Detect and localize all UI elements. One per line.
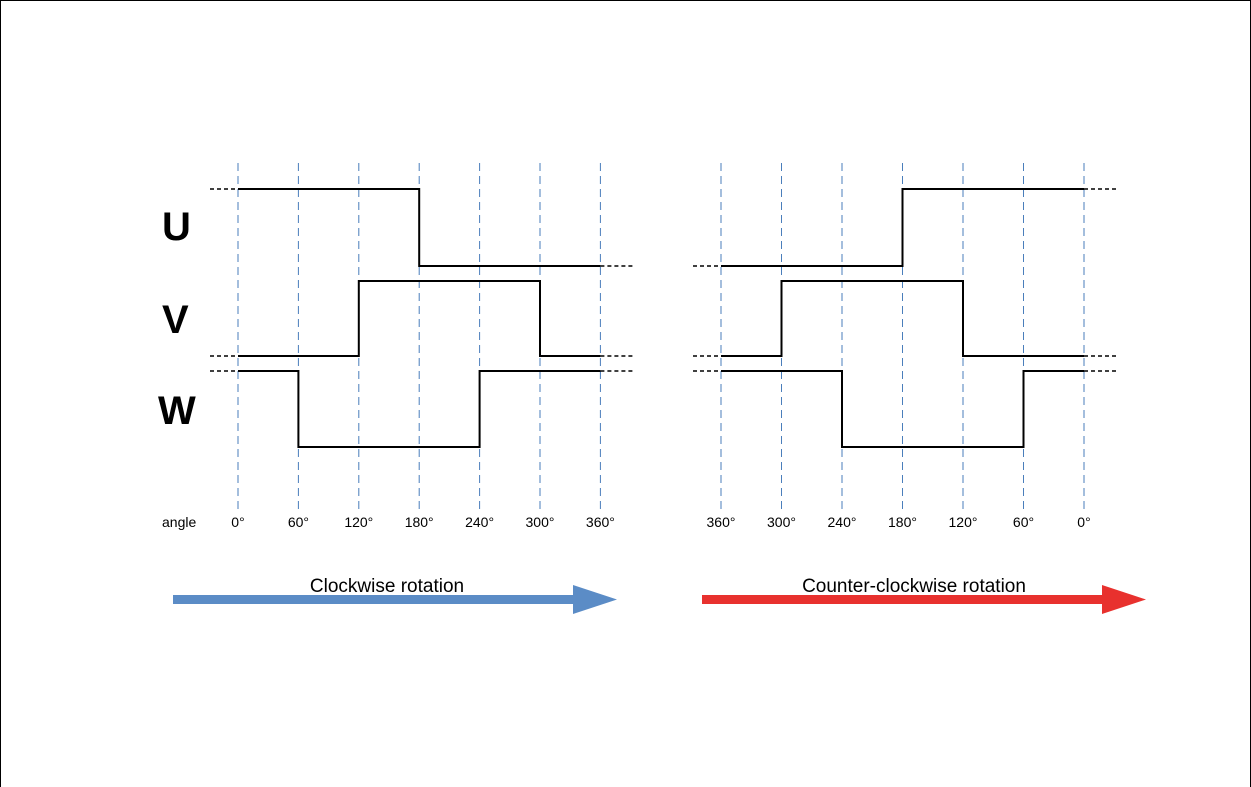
rotation-label: Counter-clockwise rotation <box>802 576 1026 597</box>
angle-tick-label: 180° <box>405 514 434 530</box>
phase-label-u: U <box>162 205 191 249</box>
angle-tick-label: 360° <box>586 514 615 530</box>
angle-tick-label: 300° <box>767 514 796 530</box>
waveform-v <box>721 280 1084 357</box>
rotation-arrow-shaft <box>173 595 573 604</box>
waveform-v <box>238 280 601 357</box>
waveform-u <box>721 188 1084 267</box>
waveform-u <box>238 188 601 267</box>
angle-tick-label: 0° <box>231 514 244 530</box>
waveform-w <box>721 370 1084 448</box>
phase-label-w: W <box>158 389 196 433</box>
angle-tick-label: 240° <box>828 514 857 530</box>
rotation-arrow-shaft <box>702 595 1102 604</box>
clockwise-panel: 0° 60° 120° 180° 240° 300° 360° Clockwise rotat… <box>173 163 633 614</box>
rotation-arrow-head <box>573 585 617 614</box>
angle-tick-label: 60° <box>1013 514 1034 530</box>
angle-tick-label: 60° <box>288 514 309 530</box>
angle-tick-label: 360° <box>707 514 736 530</box>
waveform-w <box>238 370 601 448</box>
counter-clockwise-panel: 360° 300° 240° 180° 120° 60° 0° Counter-clockwi… <box>693 163 1146 614</box>
angle-tick-label: 120° <box>344 514 373 530</box>
angle-tick-label: 120° <box>949 514 978 530</box>
angle-tick-label: 240° <box>465 514 494 530</box>
rotation-label: Clockwise rotation <box>310 576 464 597</box>
angle-tick-label: 180° <box>888 514 917 530</box>
angle-axis-label: angle <box>162 514 196 530</box>
angle-tick-label: 0° <box>1077 514 1090 530</box>
phase-label-v: V <box>162 298 189 342</box>
angle-tick-label: 300° <box>526 514 555 530</box>
rotation-arrow-head <box>1102 585 1146 614</box>
